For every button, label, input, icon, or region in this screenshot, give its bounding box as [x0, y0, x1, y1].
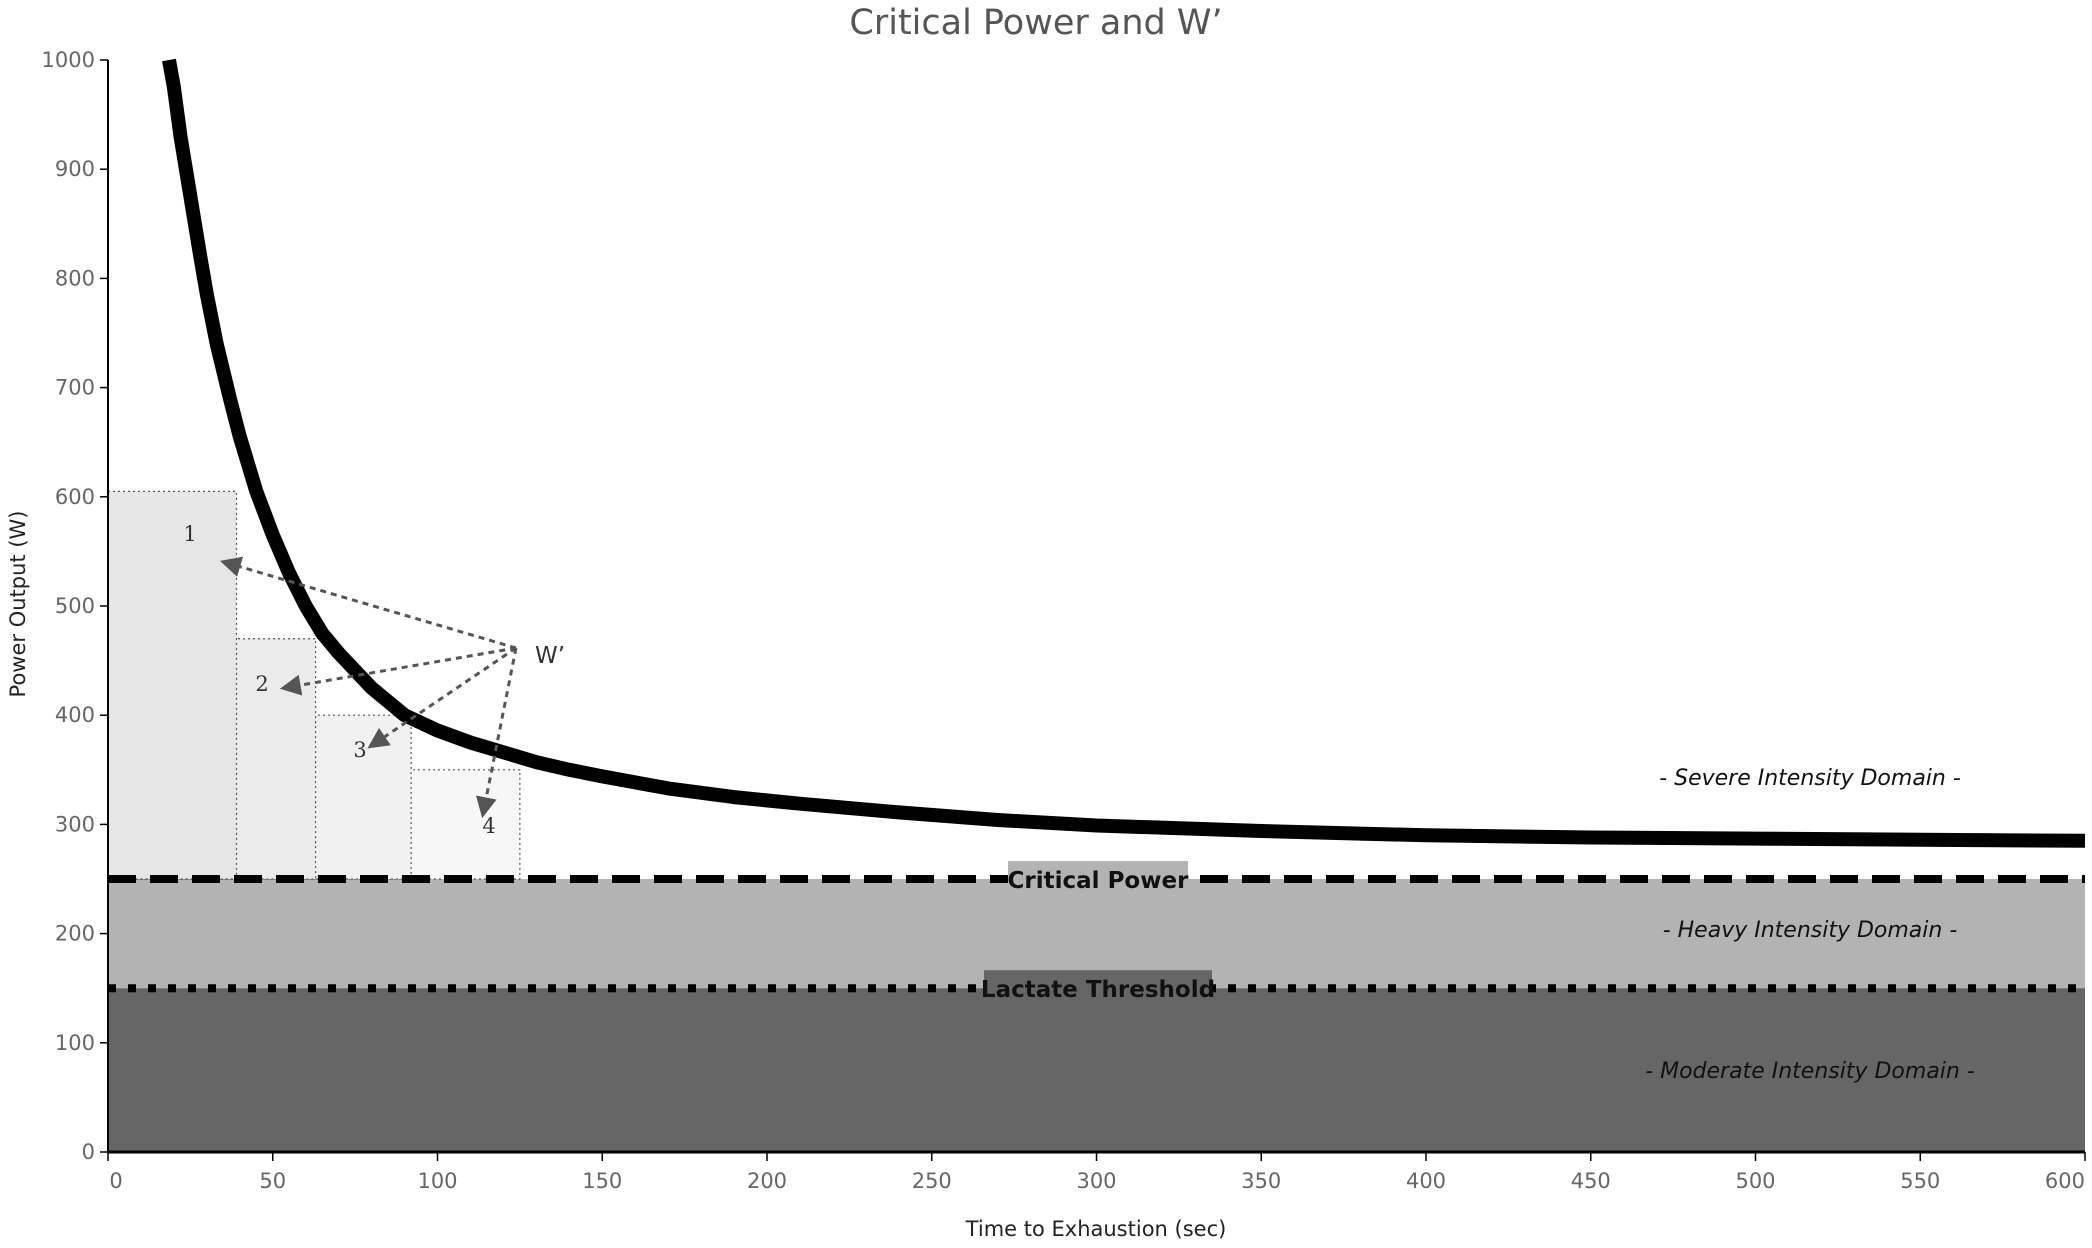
domain-region-0	[108, 60, 2085, 879]
domain-label-2: - Moderate Intensity Domain -	[1645, 1059, 1975, 1084]
x-tick-label: 100	[417, 1169, 457, 1193]
domain-label-0: - Severe Intensity Domain -	[1659, 766, 1961, 791]
chart-title: Critical Power and W’	[849, 3, 1222, 43]
y-tick-label: 600	[55, 485, 95, 509]
y-tick-label: 800	[55, 266, 95, 290]
y-tick-label: 700	[55, 376, 95, 400]
y-tick-label: 900	[55, 157, 95, 181]
w-prime-arrow-3	[367, 646, 517, 749]
y-axis-title: Power Output (W)	[6, 511, 30, 698]
lactate-threshold-label-bg	[984, 970, 1212, 1005]
w-prime-arrow-1	[219, 556, 517, 650]
y-tick-label: 500	[55, 594, 95, 618]
domain-region-2	[108, 988, 2085, 1152]
y-tick-label: 400	[55, 703, 95, 727]
y-tick-label: 0	[82, 1140, 95, 1164]
domain-regions: - Severe Intensity Domain - - Heavy Inten…	[108, 60, 2085, 1152]
chart-text: Critical Power and W’ Time to Exhaustion…	[6, 3, 1226, 1241]
y-tick-label: 200	[55, 922, 95, 946]
domain-region-1	[108, 879, 2085, 989]
x-tick-label: 500	[1735, 1169, 1775, 1193]
x-tick-label: 50	[259, 1169, 286, 1193]
w-prime-rect-label-2: 2	[255, 672, 268, 696]
w-prime-arrows: W’	[219, 556, 565, 819]
power-duration-curve-group	[162, 58, 2086, 848]
power-duration-curve	[162, 58, 2086, 848]
w-prime-label: W’	[535, 643, 565, 669]
reference-lines: Critical Power Lactate Threshold	[108, 861, 2085, 1005]
y-tick-label: 300	[55, 812, 95, 836]
w-prime-rect-label-3: 3	[353, 738, 366, 762]
critical-power-label: Critical Power	[1008, 868, 1190, 894]
x-tick-label: 200	[747, 1169, 787, 1193]
critical-power-label-bg	[1008, 861, 1188, 897]
x-axis-title: Time to Exhaustion (sec)	[965, 1217, 1227, 1241]
x-tick-label: 250	[912, 1169, 952, 1193]
w-prime-rect-1	[107, 490, 238, 880]
x-tick-label: 600	[2045, 1169, 2085, 1193]
x-tick-label: 150	[582, 1169, 622, 1193]
w-prime-rect-label-4: 4	[482, 814, 495, 838]
domain-label-1: - Heavy Intensity Domain -	[1663, 918, 1958, 943]
lactate-threshold-label: Lactate Threshold	[981, 977, 1215, 1003]
x-tick-label: 350	[1241, 1169, 1281, 1193]
y-tick-label: 1000	[42, 48, 95, 72]
w-prime-rect-label-1: 1	[183, 522, 196, 546]
w-prime-rectangles: 1 2 3 4	[107, 490, 521, 880]
x-tick-label: 400	[1406, 1169, 1446, 1193]
x-tick-label: 450	[1571, 1169, 1611, 1193]
x-tick-label: 300	[1076, 1169, 1116, 1193]
y-tick-label: 100	[55, 1031, 95, 1055]
x-tick-label: 550	[1900, 1169, 1940, 1193]
x-tick-label: 0	[109, 1169, 122, 1193]
